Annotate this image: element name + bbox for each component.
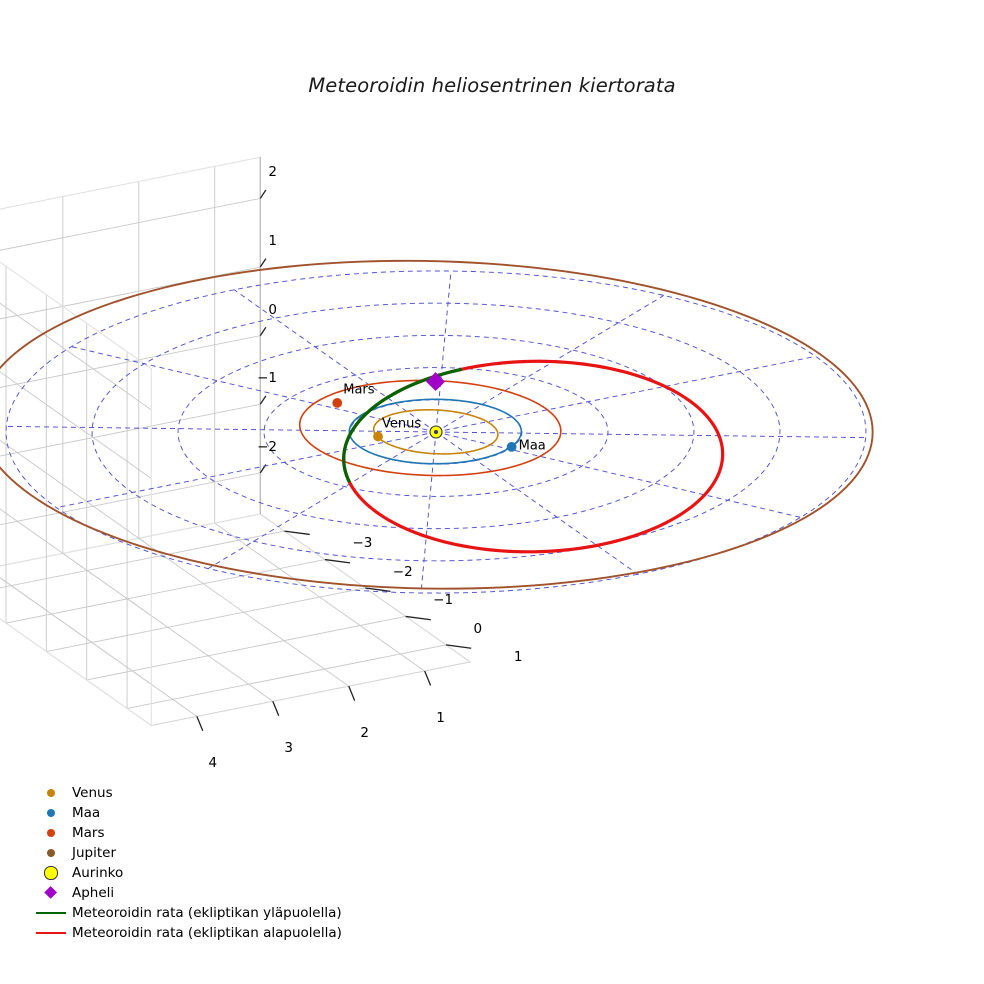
legend-item-meteoroidin[interactable]: Meteoroidin rata (ekliptikan yläpuolella… <box>30 903 360 923</box>
gridline-left-z <box>0 197 261 251</box>
gridline-back-z <box>0 508 152 617</box>
legend-item-jupiter[interactable]: Jupiter <box>30 843 360 863</box>
body-label-maa: Maa <box>518 438 546 454</box>
back-pane-edge <box>0 261 152 727</box>
z-tick-mark <box>259 189 267 199</box>
legend-item-apheli[interactable]: Apheli <box>30 883 360 903</box>
gridline-back-z <box>0 439 152 548</box>
y-tick-label-1: 2 <box>360 724 369 741</box>
z-tick-label-3: −1 <box>257 370 277 387</box>
gridline-back-z <box>0 302 152 411</box>
x-tick-mark <box>324 558 351 564</box>
orbit-mars-rata <box>298 379 562 477</box>
gridline-back-z <box>0 577 152 685</box>
legend-item-aurinko[interactable]: Aurinko <box>30 863 360 883</box>
polar-spoke <box>435 431 866 439</box>
legend-item-maa[interactable]: Maa <box>30 803 360 823</box>
legend-label: Meteoroidin rata (ekliptikan yläpuolella… <box>72 905 342 921</box>
legend-label: Apheli <box>72 885 115 901</box>
gridline-floor-x <box>46 587 366 652</box>
dot-icon <box>47 849 55 857</box>
y-tick-label-3: 4 <box>208 755 218 772</box>
legend-label: Mars <box>72 825 105 841</box>
x-tick-label-3: 0 <box>473 620 483 637</box>
x-tick-mark <box>284 530 310 536</box>
polar-circle <box>91 302 781 562</box>
body-label-mars: Mars <box>343 382 375 398</box>
legend: Venus Maa Mars Jupiter Aurinko Apheli Meteoroi… <box>30 783 360 943</box>
orbits <box>0 259 874 590</box>
legend-label: Venus <box>72 785 113 801</box>
polar-spoke <box>56 431 437 509</box>
z-tick-label-4: −2 <box>257 438 277 455</box>
orbit-venus-rata <box>372 409 499 455</box>
z-tick-mark <box>259 326 267 337</box>
meteoroid-above-ecliptic <box>342 367 463 483</box>
y-tick-mark <box>424 670 432 686</box>
dot-icon <box>47 829 55 837</box>
legend-label: Maa <box>72 805 101 821</box>
dot-icon <box>47 789 55 797</box>
polar-spoke <box>435 355 816 433</box>
gridline-left-z <box>0 403 261 457</box>
page-title: Meteoroidin heliosentrinen kiertorata <box>308 74 676 97</box>
marker-apheli <box>426 372 446 392</box>
left-pane-edge <box>0 156 261 567</box>
meteoroid-below-ecliptic-2 <box>461 359 725 547</box>
marker-maa <box>506 441 517 452</box>
gridline-back-z <box>0 371 152 479</box>
y-tick-label-2: 3 <box>284 739 293 756</box>
z-tick-label-1: 1 <box>268 233 277 250</box>
marker-mars <box>332 398 343 408</box>
gridline-left-z <box>0 335 261 388</box>
gridline-floor-y <box>138 537 349 687</box>
gridline-floor-x <box>126 644 447 709</box>
orbit-maa-rata <box>348 398 523 465</box>
gridline-floor-x <box>0 530 285 589</box>
z-tick-mark <box>259 258 267 268</box>
polar-spoke <box>420 431 437 594</box>
x-tick-mark <box>365 587 391 592</box>
x-tick-mark <box>405 615 431 621</box>
z-tick-label-2: 0 <box>268 301 277 318</box>
gridline-floor-x <box>5 559 325 624</box>
legend-label: Aurinko <box>72 865 124 881</box>
dot-icon <box>47 809 55 817</box>
polar-spoke <box>6 425 437 433</box>
gridline-floor-x <box>86 615 406 681</box>
x-tick-mark <box>445 644 472 649</box>
x-tick-label-0: −3 <box>352 535 373 552</box>
legend-line-swatch <box>36 912 66 914</box>
dot-icon <box>44 866 58 880</box>
polar-spoke <box>435 270 452 433</box>
legend-item-mars[interactable]: Mars <box>30 823 360 843</box>
orbit-jupiter-rata <box>0 259 874 590</box>
diamond-icon <box>44 886 58 900</box>
axes-panes <box>0 156 472 732</box>
x-tick-label-2: −1 <box>433 592 454 609</box>
body-markers <box>332 372 517 452</box>
legend-item-venus[interactable]: Venus <box>30 783 360 803</box>
legend-item-meteoroidin[interactable]: Meteoroidin rata (ekliptikan alapuolella… <box>30 923 360 943</box>
x-tick-label-1: −2 <box>392 563 413 580</box>
floor-pane-edge <box>0 513 472 727</box>
y-tick-mark <box>348 685 356 701</box>
z-tick-mark <box>259 395 267 405</box>
y-tick-label-0: 1 <box>436 709 445 726</box>
legend-label: Meteoroidin rata (ekliptikan alapuolella… <box>72 925 342 941</box>
body-label-venus: Venus <box>382 416 422 432</box>
y-tick-mark <box>272 701 280 717</box>
gridline-floor-y <box>214 522 425 672</box>
legend-line-swatch <box>36 932 66 934</box>
marker-venus <box>373 431 383 442</box>
sun-core <box>433 429 439 435</box>
gridline-left-z <box>0 472 261 526</box>
x-tick-label-4: 1 <box>513 649 523 666</box>
y-tick-mark <box>196 716 204 732</box>
legend-label: Jupiter <box>72 845 117 861</box>
z-tick-label-0: 2 <box>268 164 277 181</box>
